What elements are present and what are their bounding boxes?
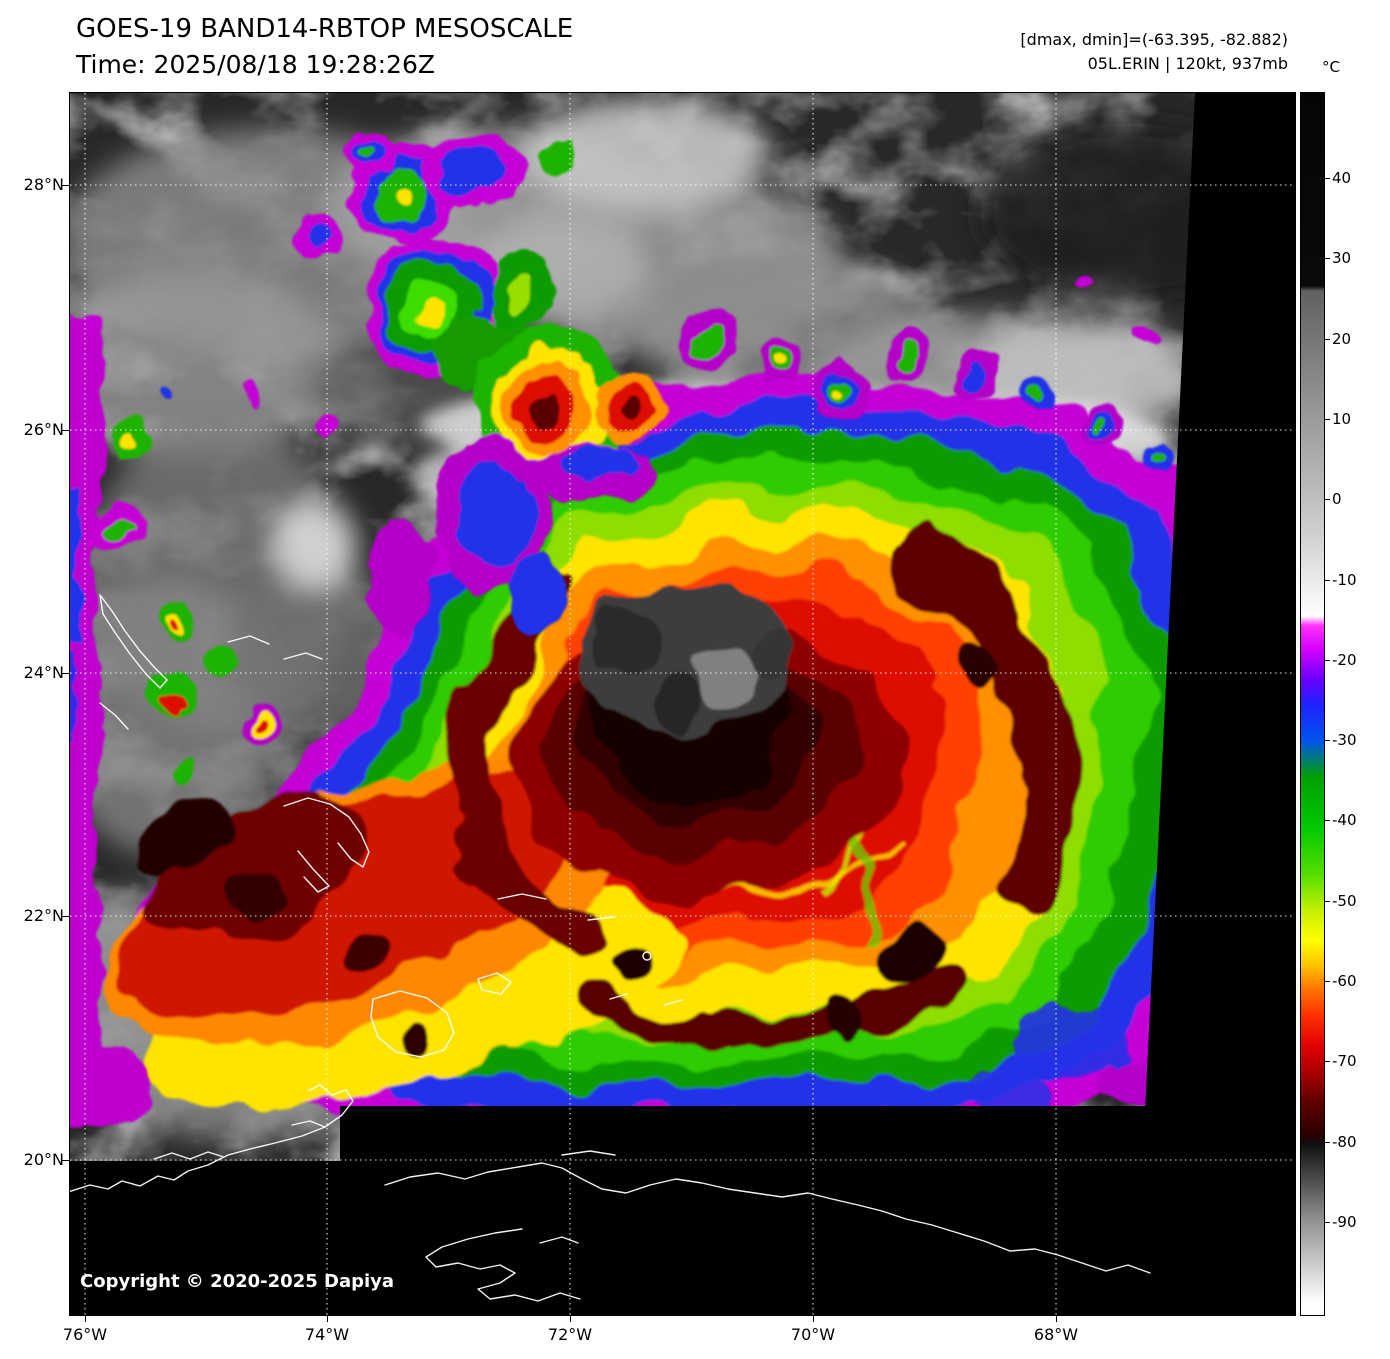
lon-tick-label: 72°W — [547, 1325, 593, 1344]
lat-tick-label: 28°N — [23, 175, 64, 194]
colorbar-tick-label: 40 — [1332, 169, 1352, 187]
copyright-text: Copyright © 2020-2025 Dapiya — [80, 1271, 395, 1292]
colorbar-tick-label: -90 — [1332, 1213, 1357, 1231]
data-gap-black-strip — [70, 1106, 1295, 1315]
storm-info-readout: 05L.ERIN | 120kt, 937mb — [1087, 54, 1288, 73]
satellite-image — [70, 93, 1295, 1315]
lon-tick-label: 76°W — [62, 1325, 108, 1344]
colorbar-tick-label: 0 — [1332, 490, 1342, 508]
page-title: GOES-19 BAND14-RBTOP MESOSCALE — [76, 14, 574, 44]
colorbar-tick-label: -10 — [1332, 571, 1357, 589]
lat-tick-label: 26°N — [23, 420, 64, 439]
colorbar-tick-label: -60 — [1332, 972, 1357, 990]
hurricane-core — [513, 585, 905, 895]
colorbar-tick-label: -70 — [1332, 1052, 1357, 1070]
colorbar-tick-label: -80 — [1332, 1133, 1357, 1151]
hurricane-eye — [693, 646, 759, 712]
map-plot-area: Copyright © 2020-2025 Dapiya — [70, 93, 1295, 1315]
colorbar-unit-label: °C — [1322, 58, 1340, 76]
lon-tick-label: 74°W — [304, 1325, 350, 1344]
colorbar-tick-label: -30 — [1332, 731, 1357, 749]
colorbar-tick-label: 10 — [1332, 410, 1352, 428]
lat-tick-label: 24°N — [23, 663, 64, 682]
convective-cells — [70, 130, 1172, 1129]
hurricane-erin-storm — [103, 380, 1261, 1141]
colorbar-tick-label: 20 — [1332, 330, 1352, 348]
colorbar-tick-label: -50 — [1332, 892, 1357, 910]
colorbar-tick-label: -40 — [1332, 811, 1357, 829]
lon-tick-label: 70°W — [790, 1325, 836, 1344]
lat-tick-label: 22°N — [23, 906, 64, 925]
colorbar-tick-label: -20 — [1332, 651, 1357, 669]
dmax-dmin-readout: [dmax, dmin]=(-63.395, -82.882) — [1020, 30, 1288, 49]
coastlines — [70, 594, 1151, 1302]
lon-tick-label: 68°W — [1033, 1325, 1079, 1344]
colorbar — [1301, 93, 1324, 1315]
colorbar-tick-label: 30 — [1332, 249, 1352, 267]
lat-tick-label: 20°N — [23, 1150, 64, 1169]
gridlines — [70, 93, 1295, 1315]
scan-edge-black-wedge — [1135, 93, 1295, 1315]
timestamp: Time: 2025/08/18 19:28:26Z — [76, 50, 435, 79]
